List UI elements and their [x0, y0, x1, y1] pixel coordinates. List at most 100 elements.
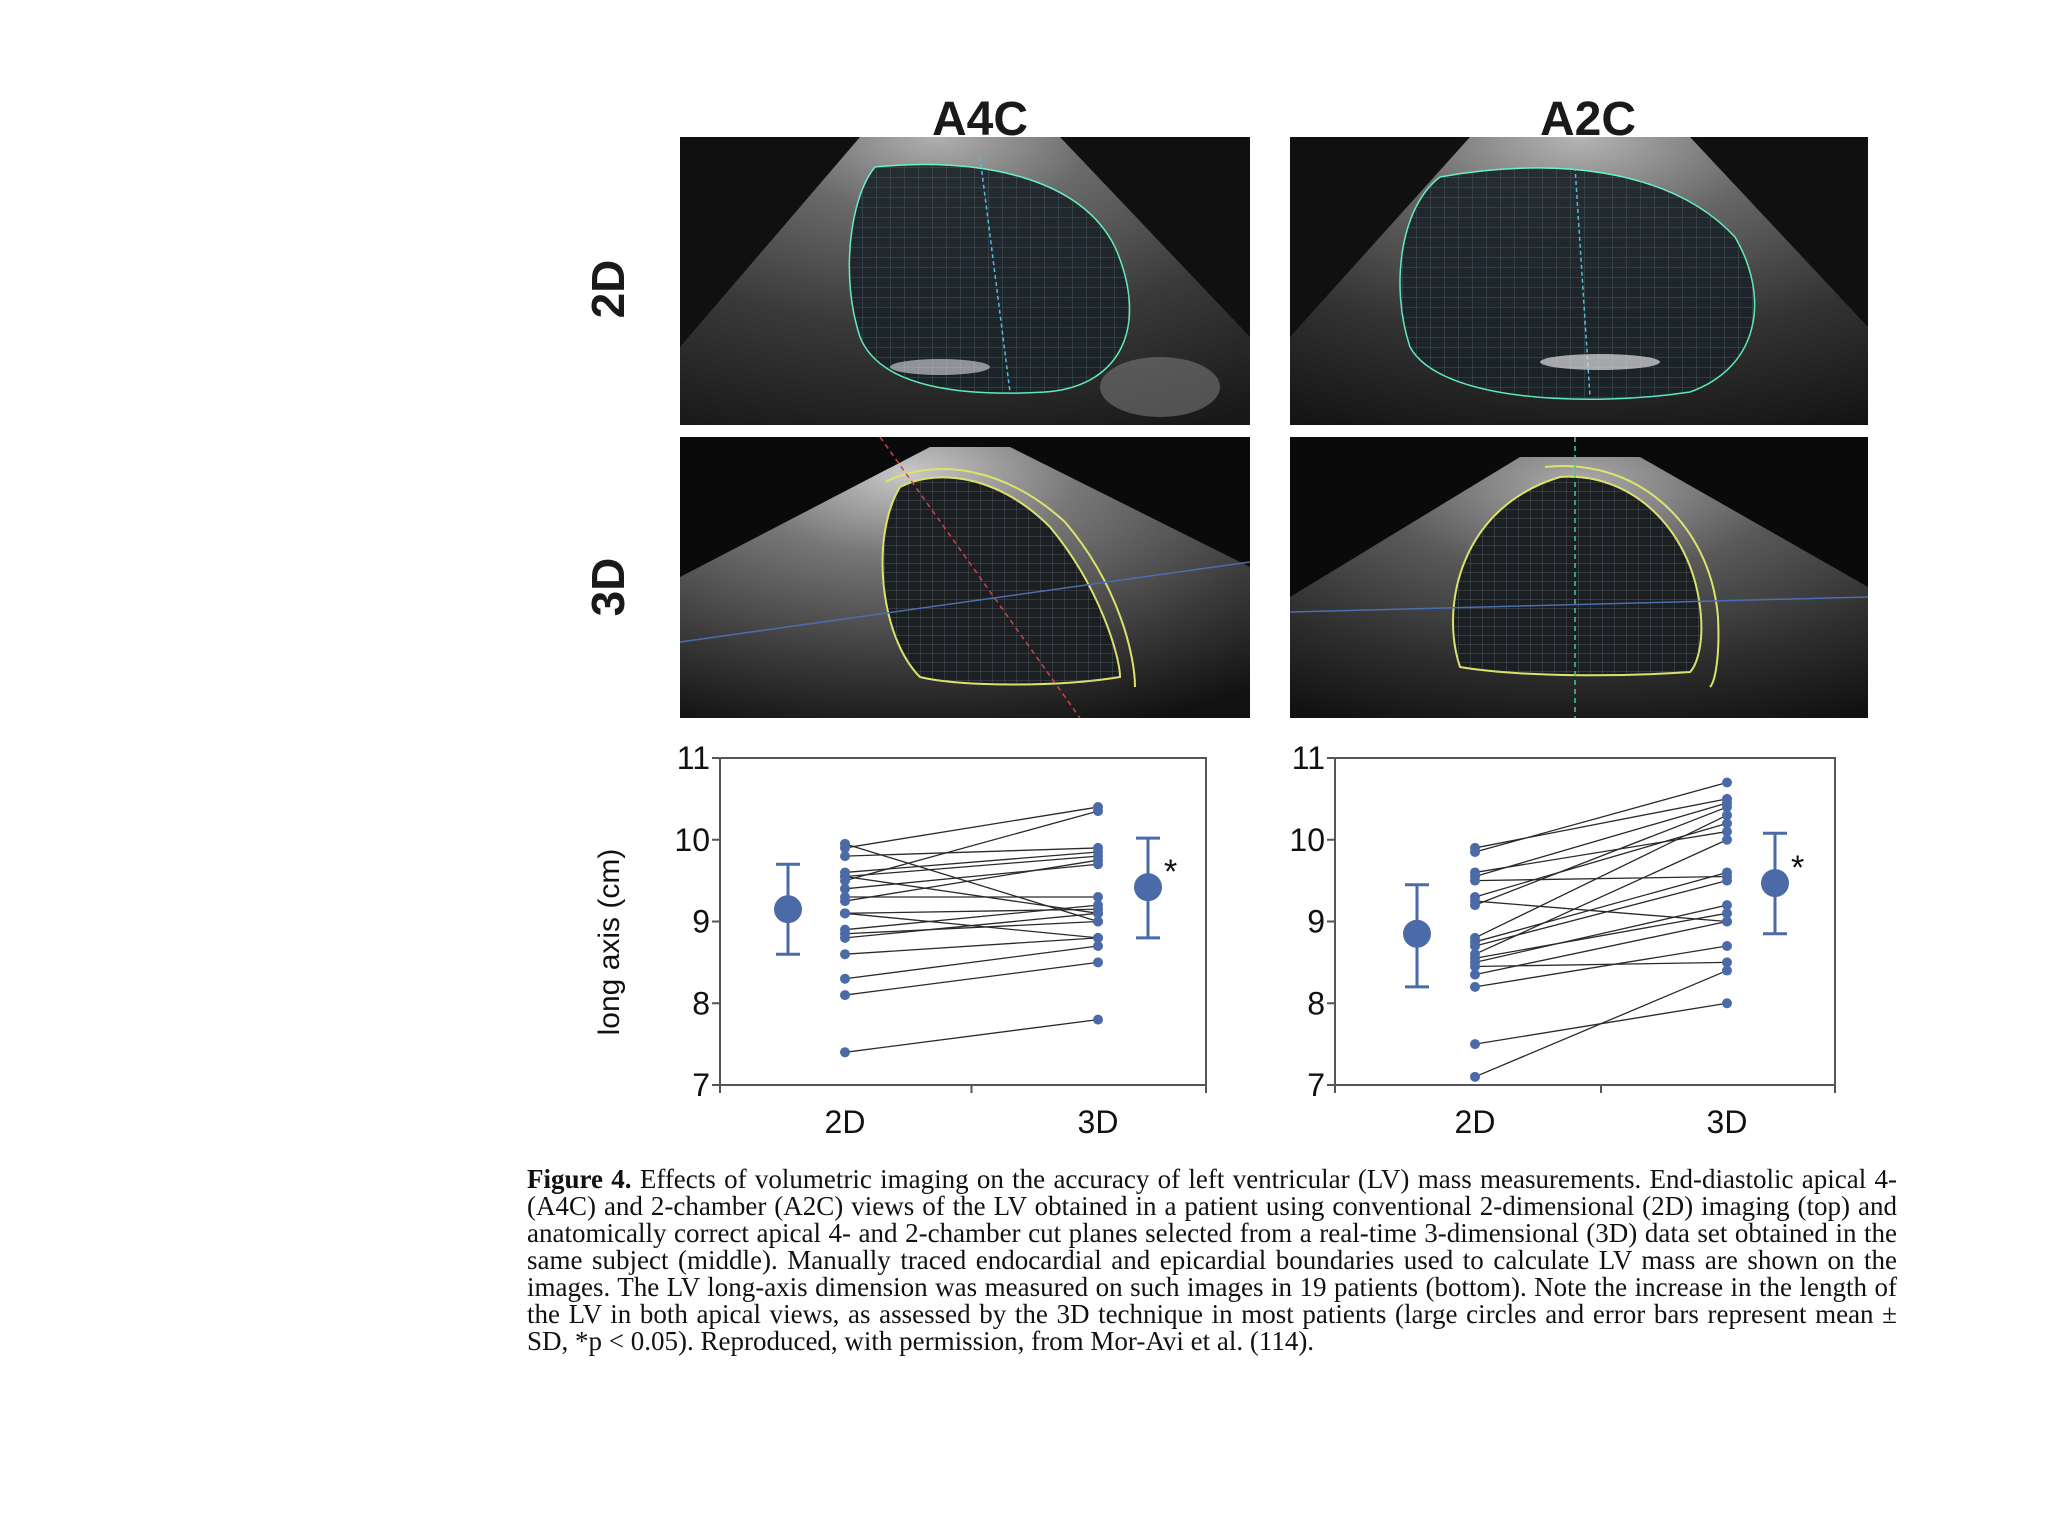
patient-point-2d: [1470, 981, 1480, 992]
patient-point-3d: [1722, 826, 1732, 837]
caption-text: Effects of volumetric imaging on the acc…: [527, 1164, 1897, 1356]
y-tick-label: 7: [1307, 1067, 1325, 1103]
patient-point-2d: [1470, 891, 1480, 902]
caption-label: Figure 4.: [527, 1164, 632, 1194]
y-tick-label: 8: [692, 985, 710, 1021]
y-tick-label: 11: [1292, 740, 1325, 776]
x-tick-label: 2D: [1455, 1104, 1496, 1140]
patient-point-2d: [840, 883, 850, 894]
patient-point-2d: [840, 908, 850, 919]
patient-line: [1474, 961, 1728, 968]
echo-image-a2c-3d: [1290, 437, 1868, 718]
patient-point-2d: [1470, 867, 1480, 878]
patient-line: [1474, 871, 1728, 943]
patient-point-2d: [840, 1047, 850, 1058]
patient-point-2d: [1470, 842, 1480, 853]
patient-point-3d: [1093, 802, 1103, 813]
patient-line: [844, 806, 1099, 849]
patient-point-3d: [1722, 941, 1732, 952]
patient-point-2d: [840, 871, 850, 882]
patient-point-2d: [840, 990, 850, 1001]
y-tick-label: 8: [1307, 985, 1325, 1021]
echo-image-a4c-2d: [680, 137, 1250, 425]
patient-line: [1474, 945, 1728, 988]
patient-point-3d: [1093, 916, 1103, 927]
patient-line: [844, 904, 1099, 931]
patient-line: [1474, 900, 1728, 923]
patient-line: [1474, 781, 1728, 853]
x-tick-label: 3D: [1707, 1104, 1748, 1140]
patient-point-2d: [1470, 961, 1480, 972]
patient-line: [1474, 806, 1728, 906]
echo-image-a4c-3d: [680, 437, 1250, 718]
echo-image-a2c-2d: [1290, 137, 1868, 425]
patient-point-3d: [1722, 818, 1732, 829]
patient-line: [844, 810, 1099, 882]
row-label-2d: 2D: [582, 259, 634, 319]
patient-line: [1474, 798, 1728, 849]
patient-point-2d: [1470, 969, 1480, 980]
figure-caption: Figure 4. Effects of volumetric imaging …: [527, 1166, 1897, 1355]
y-tick-label: 10: [1289, 822, 1325, 858]
patient-point-2d: [840, 838, 850, 849]
mean-point-3d: [1134, 873, 1162, 902]
plot-frame: [1334, 757, 1836, 1086]
patient-point-3d: [1093, 842, 1103, 853]
patient-point-3d: [1722, 810, 1732, 821]
patient-point-3d: [1093, 908, 1103, 919]
patient-line: [1474, 879, 1728, 947]
patient-point-3d: [1722, 900, 1732, 911]
patient-point-3d: [1722, 793, 1732, 804]
significance-marker: *: [1791, 849, 1804, 887]
patient-point-2d: [1470, 932, 1480, 943]
patient-point-3d: [1722, 908, 1732, 919]
patient-line: [844, 961, 1099, 996]
patient-line: [1474, 822, 1728, 898]
row-label-3d: 3D: [582, 557, 634, 617]
patient-point-3d: [1722, 916, 1732, 927]
patient-point-2d: [840, 896, 850, 907]
patient-line: [844, 945, 1099, 980]
patient-line: [844, 859, 1099, 902]
patient-point-2d: [1470, 1071, 1480, 1082]
mean-point-3d: [1761, 869, 1789, 898]
patient-line: [844, 851, 1099, 874]
patient-point-3d: [1722, 965, 1732, 976]
patient-point-3d: [1093, 957, 1103, 968]
patient-line: [844, 908, 1099, 914]
patient-point-3d: [1093, 1014, 1103, 1025]
mean-point-2d: [774, 895, 802, 924]
patient-point-3d: [1722, 957, 1732, 968]
patient-line: [1474, 875, 1728, 882]
y-tick-label: 11: [677, 740, 710, 776]
patient-point-3d: [1093, 941, 1103, 952]
patient-line: [844, 847, 1099, 857]
mean-point-2d: [1403, 919, 1431, 948]
patient-line: [844, 863, 1099, 890]
patient-point-3d: [1093, 855, 1103, 866]
significance-marker: *: [1164, 853, 1177, 891]
patient-line: [1474, 839, 1728, 955]
patient-point-3d: [1093, 932, 1103, 943]
y-tick-label: 7: [692, 1067, 710, 1103]
patient-line: [1474, 802, 1728, 878]
patient-line: [1474, 912, 1728, 959]
patient-line: [844, 875, 1099, 914]
patient-point-2d: [840, 973, 850, 984]
x-tick-label: 3D: [1078, 1104, 1119, 1140]
patient-point-3d: [1093, 891, 1103, 902]
patient-line: [844, 843, 1099, 923]
patient-line: [1474, 1002, 1728, 1045]
patient-point-3d: [1722, 998, 1732, 1009]
patient-line: [1474, 830, 1728, 874]
y-tick-label: 9: [1307, 904, 1325, 940]
patient-line: [1474, 904, 1728, 964]
patient-point-2d: [1470, 1039, 1480, 1050]
patient-line: [844, 937, 1099, 955]
chart-a4c-long-axis: 7 8 9 10 11 2D 3D *: [674, 740, 1207, 1140]
patient-point-3d: [1722, 777, 1732, 788]
patient-line: [844, 1018, 1099, 1053]
patient-point-2d: [840, 949, 850, 960]
patient-point-2d: [840, 924, 850, 935]
patient-line: [844, 855, 1099, 878]
